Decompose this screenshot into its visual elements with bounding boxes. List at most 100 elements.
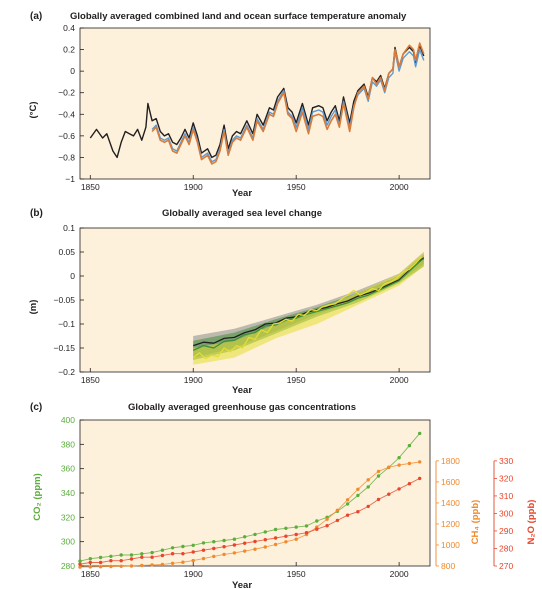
panel-a-xtick-label-1: 1900	[184, 182, 203, 192]
panel-c-ch4-point-33	[418, 460, 422, 464]
panel-c-n2o-point-12	[201, 548, 206, 552]
panel-c-ch4-point-6	[140, 563, 144, 568]
panel-c-title: Globally averaged greenhouse gas concent…	[128, 402, 356, 413]
panel-c-n2o-point-3	[109, 559, 113, 563]
panel-b-ytick-label-3: −0.05	[53, 295, 75, 305]
panel-c-co2-point-29	[376, 474, 381, 478]
panel-c-ch4-tick-label-5: 1800	[441, 456, 460, 466]
panel-c-co2-axis-label: CO₂ (ppm)	[32, 473, 43, 521]
panel-c-n2o-point-18	[263, 538, 267, 542]
panel-c-n2o-point-20	[284, 534, 288, 538]
panel-c-ch4-point-29	[376, 469, 381, 474]
panel-a-ytick-label-7: −1	[65, 174, 75, 184]
panel-c-co2-point-3	[109, 554, 113, 558]
panel-c-n2o-point-8	[160, 553, 165, 558]
panel-c-ch4-point-30	[387, 465, 391, 469]
panel-c-ch4-point-12	[201, 556, 206, 561]
panel-c-n2o-point-27	[356, 510, 360, 514]
panel-c-n2o-tick-label-3: 300	[499, 508, 513, 518]
panel-c-co2-point-16	[243, 535, 247, 539]
panel-c-ch4-point-25	[335, 508, 340, 512]
panel-c-n2o-point-32	[407, 482, 412, 486]
panel-c-n2o-point-9	[170, 552, 175, 556]
panel-c-n2o-point-23	[315, 527, 319, 531]
panel-c-co2-point-6	[140, 552, 144, 556]
panel-b-xlabel: Year	[232, 385, 252, 396]
panel-a-xtick-label-2: 1950	[287, 182, 306, 192]
panel-c-co2-point-28	[366, 485, 370, 489]
panel-c-ch4-tick-label-4: 1600	[441, 477, 460, 487]
panel-c-ch4-tick-label-1: 1000	[441, 540, 460, 550]
panel-c-ch4-point-4	[119, 564, 123, 568]
panel-a-title: Globally averaged combined land and ocea…	[70, 11, 407, 22]
panel-c-xlabel: Year	[232, 580, 252, 589]
panel-c-co2-point-19	[273, 527, 278, 532]
panel-c-ch4-tick-label-0: 800	[441, 561, 455, 571]
panel-c-co2-tick-label-2: 320	[61, 512, 75, 522]
panel-c-n2o-tick-label-4: 310	[499, 491, 513, 501]
panel-c-co2-tick-label-4: 360	[61, 464, 75, 474]
panel-b-title: Globally averaged sea level change	[162, 208, 322, 219]
panel-c-n2o-point-25	[335, 518, 340, 523]
panel-c-ch4-line	[79, 461, 420, 568]
panel-c-n2o-point-21	[294, 532, 298, 537]
panel-c-co2-tick-label-6: 400	[61, 415, 75, 425]
panel-c-co2-line	[79, 433, 421, 562]
panel-c-co2-point-7	[150, 550, 154, 555]
panel-c-n2o-point-5	[129, 557, 134, 561]
panel-a-ytick-label-3: −0.2	[58, 88, 75, 98]
panel-c-xtick-label-0: 1850	[81, 569, 100, 579]
panel-c-ch4-point-0	[78, 565, 82, 569]
panel-c-n2o-axis-label: N₂O (ppb)	[526, 500, 537, 545]
panel-c-ch4-point-13	[212, 554, 216, 559]
panel-c-n2o-point-7	[150, 555, 154, 559]
panel-c-ch4-point-15	[232, 551, 237, 555]
panel-c-ch4-point-21	[294, 537, 298, 541]
panel-c-xtick-label-1: 1900	[184, 569, 203, 579]
panel-c-co2-point-9	[170, 546, 175, 550]
panel-c-n2o-point-24	[325, 524, 329, 528]
panel-c-co2-point-18	[263, 530, 267, 534]
panel-c-n2o-tick-label-1: 280	[499, 543, 513, 553]
panel-c-co2-tick-label-0: 280	[61, 561, 75, 571]
panel-a-plot-area	[79, 27, 431, 180]
panel-b-plot-area	[79, 227, 431, 373]
panel-a-xtick-label-3: 2000	[390, 182, 409, 192]
panel-c-co2-point-14	[222, 538, 226, 543]
panel-c-co2-point-11	[191, 543, 195, 547]
panel-c-n2o-point-13	[212, 546, 216, 551]
panel-c-n2o-point-6	[140, 555, 144, 559]
panel-c-co2-point-22	[304, 524, 309, 528]
panel-c-co2-point-32	[407, 443, 412, 448]
panel-c-n2o-tick-label-6: 330	[499, 456, 513, 466]
panel-c-n2o-point-16	[243, 541, 247, 545]
panel-a-temperature-chart: 0.4 0.2 0 −0.2 −0.4 −0.6 −0.8 −1 1850 1900 1950 200…	[58, 23, 431, 192]
panel-c-co2-point-33	[418, 431, 422, 436]
panel-c-n2o-tick-label-2: 290	[499, 526, 513, 536]
panel-c-ch4-point-14	[222, 552, 226, 557]
panel-c-xtick-label-3: 2000	[390, 569, 409, 579]
panel-b-series-black	[192, 257, 425, 347]
panel-b-label: (b)	[30, 208, 43, 219]
panel-b-xtick-label-1: 1900	[184, 375, 203, 385]
panel-c-co2-point-17	[253, 532, 257, 537]
panel-c-n2o-point-33	[418, 476, 422, 481]
panel-a-series-orange	[151, 42, 425, 165]
panel-a-xlabel: Year	[232, 188, 252, 199]
panel-c-ch4-point-1	[88, 565, 93, 569]
panel-c-ch4-point-5	[129, 564, 134, 568]
panel-c-ch4-point-16	[243, 549, 247, 553]
panel-c-co2-point-21	[294, 525, 298, 529]
panel-a-ytick-label-2: 0	[70, 66, 75, 76]
panel-a-ytick-label-1: 0.2	[63, 45, 75, 55]
panel-c-co2-point-1	[88, 557, 93, 561]
panel-c-ch4-point-18	[263, 545, 267, 549]
panel-b-ytick-label-2: 0	[70, 271, 75, 281]
panel-c-n2o-point-2	[98, 560, 103, 565]
panel-c-n2o-point-10	[181, 552, 185, 556]
panel-b-xtick-label-0: 1850	[81, 375, 100, 385]
panel-a-xtick-label-0: 1850	[81, 182, 100, 192]
panel-c-n2o-point-26	[345, 513, 350, 517]
panel-b-ytick-label-1: 0.05	[58, 247, 75, 257]
panel-a-ytick-label-4: −0.4	[58, 109, 75, 119]
